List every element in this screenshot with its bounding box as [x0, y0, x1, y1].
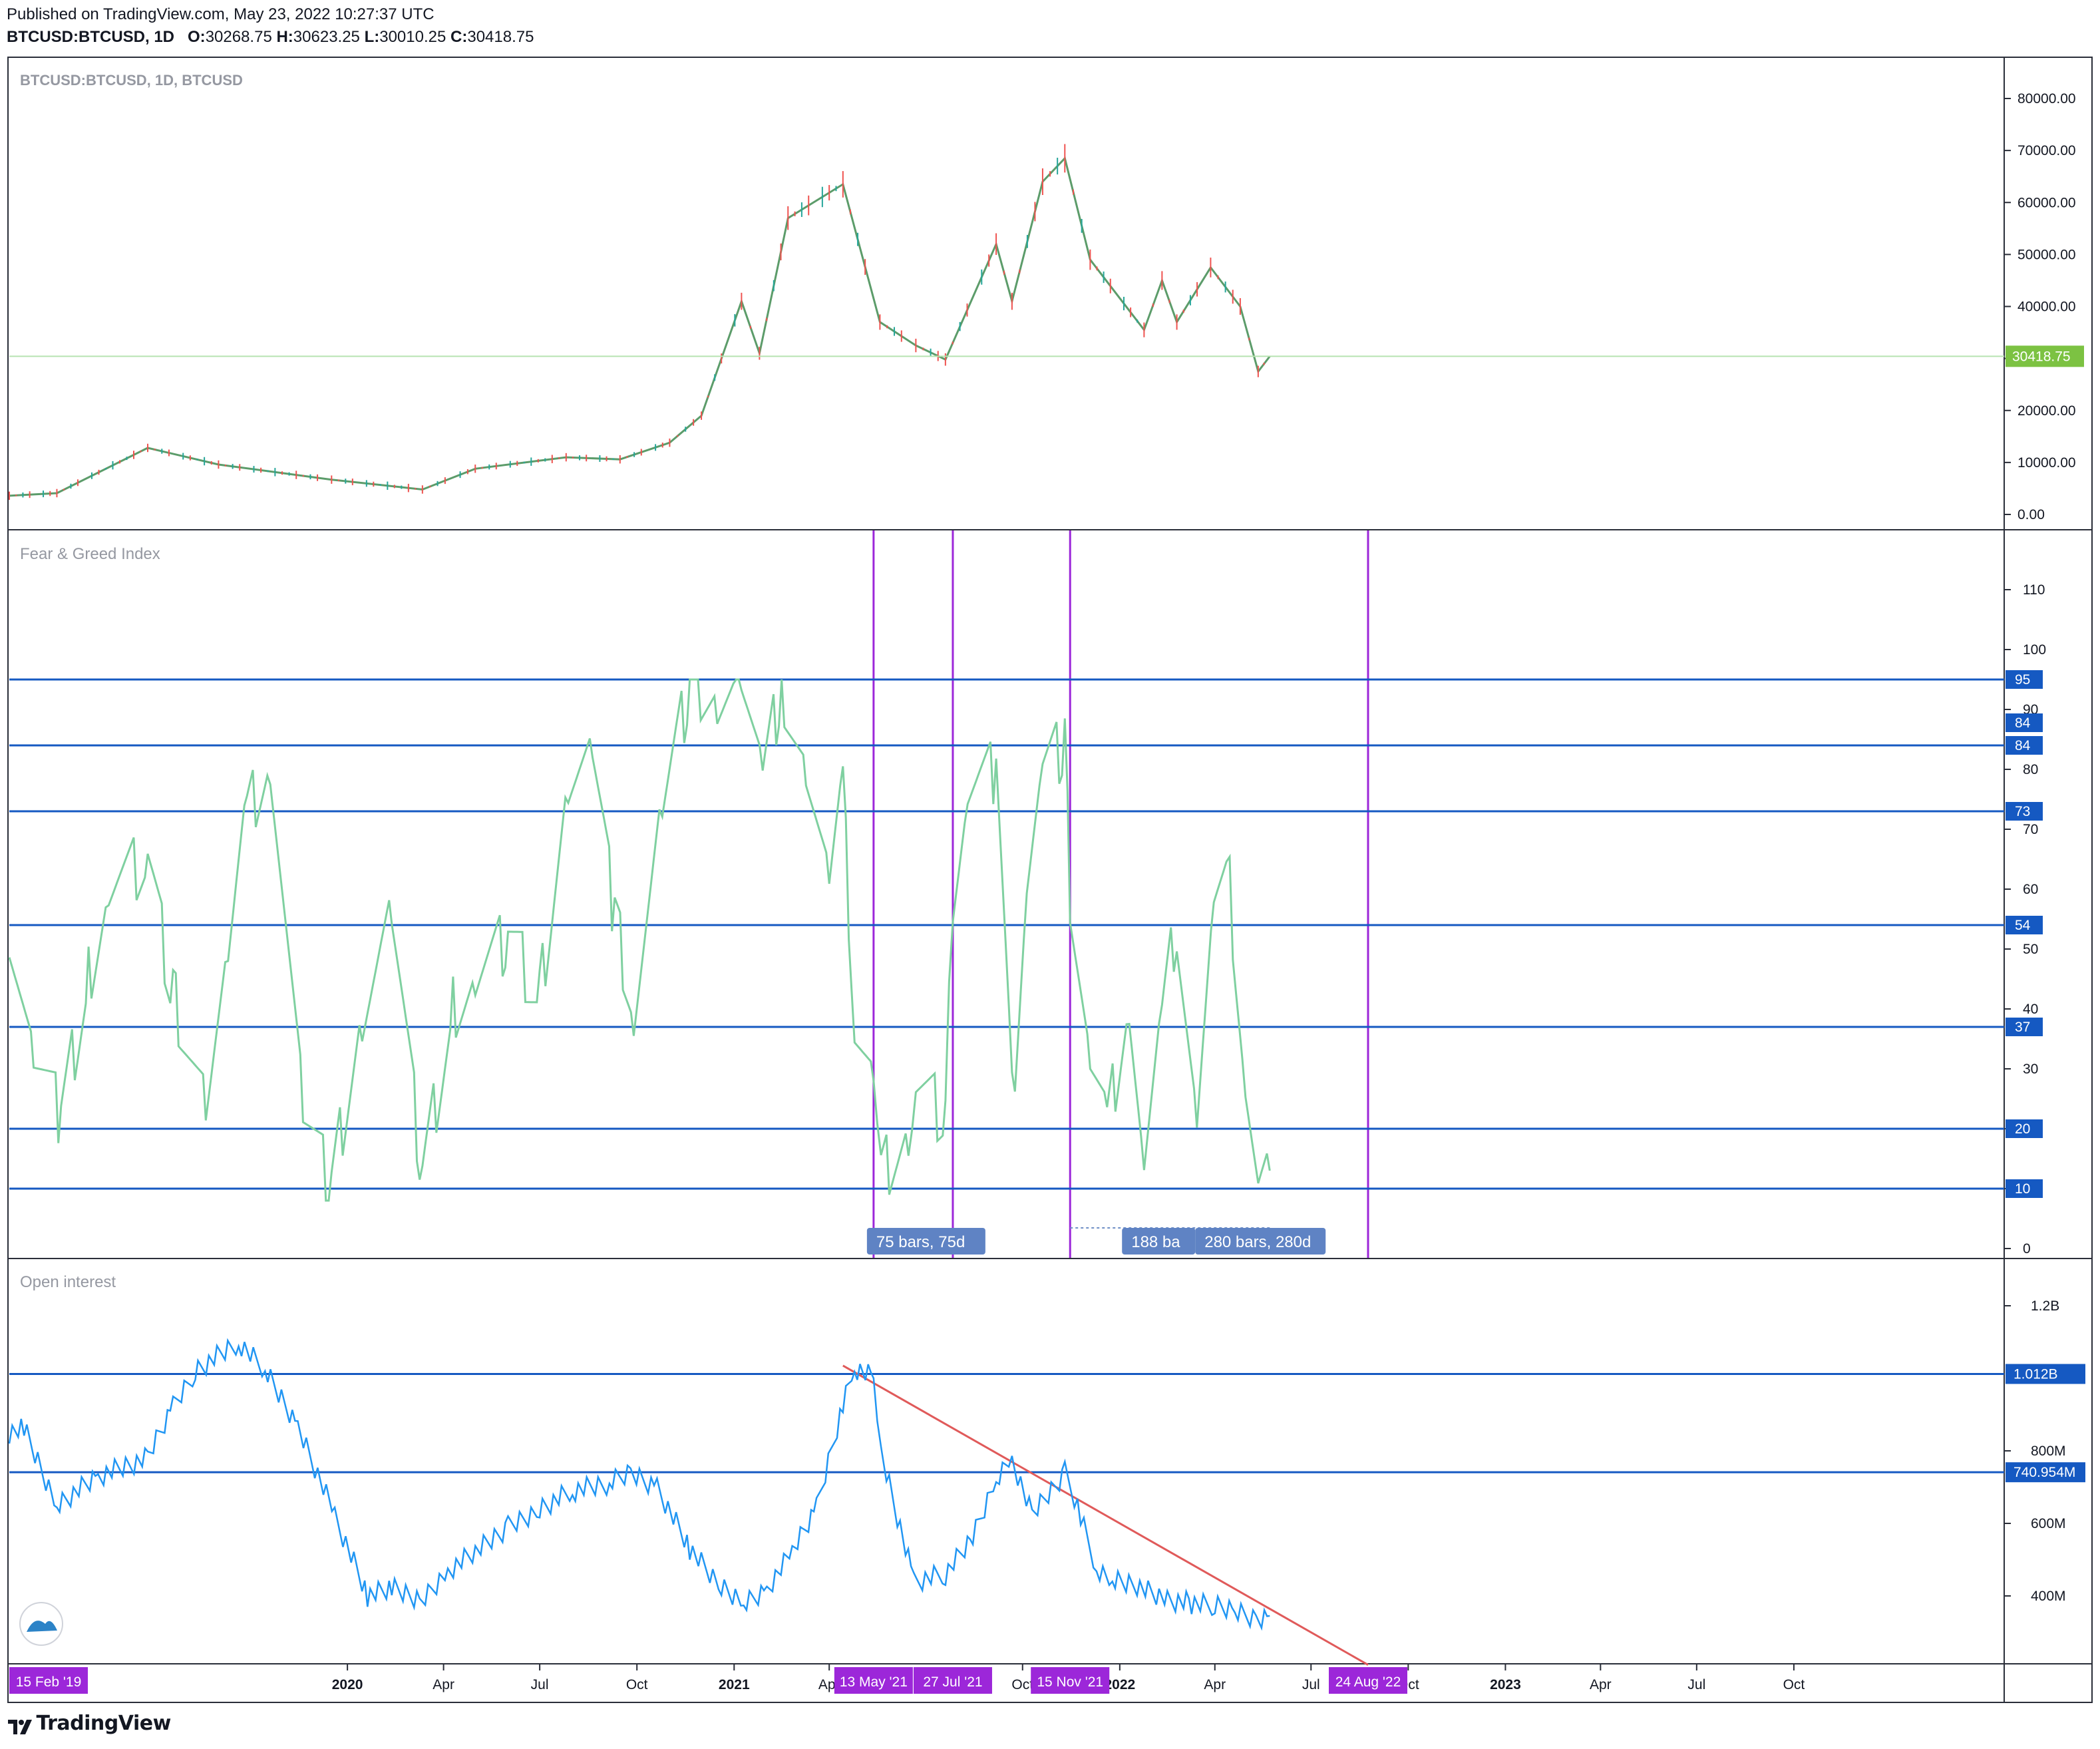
price-tick-label: 40000.00 — [2017, 299, 2076, 315]
measure-badge — [1122, 1228, 1196, 1255]
date-tag-badge — [1329, 1667, 1407, 1694]
fng-tick-label: 70 — [2023, 822, 2038, 837]
time-tick-label: Jul — [1687, 1677, 1705, 1692]
close-value: 30418.75 — [467, 28, 534, 46]
fng-level-badge — [2006, 916, 2043, 934]
price-tick-label: 20000.00 — [2017, 403, 2076, 419]
price-tick-label: 10000.00 — [2017, 455, 2076, 471]
fng-level-label: 37 — [2015, 1020, 2030, 1035]
fng-tick-label: 50 — [2023, 942, 2038, 957]
fng-level-label: 95 — [2015, 672, 2030, 687]
price-tick-label: 60000.00 — [2017, 195, 2076, 210]
high-value: 30623.25 — [293, 28, 360, 46]
time-tick-label: 2021 — [719, 1677, 750, 1692]
fng-tick-label: 110 — [2023, 582, 2045, 598]
published-note: Published on TradingView.com, May 23, 20… — [7, 5, 435, 23]
date-tag-badge — [1031, 1667, 1110, 1694]
measure-label: 280 bars, 280d — [1204, 1233, 1311, 1251]
symbol-label[interactable]: BTCUSD:BTCUSD, 1D — [7, 28, 174, 46]
fng-level-badge — [2006, 1018, 2043, 1036]
chart-header: Published on TradingView.com, May 23, 20… — [7, 0, 1071, 53]
fng-level-label: 84 — [2015, 715, 2031, 731]
fng-level-label: 54 — [2015, 918, 2031, 933]
date-tag-label: 27 Jul '21 — [923, 1674, 982, 1690]
open-value: 30268.75 — [205, 28, 272, 46]
oi-tick-label: 400M — [2031, 1589, 2066, 1604]
fng-level-badge — [2006, 1119, 2043, 1138]
price-tick-label: 70000.00 — [2017, 143, 2076, 158]
fng-level-badge — [2006, 736, 2043, 755]
pane-title-fng: Fear & Greed Index — [20, 545, 160, 563]
oi-trendline — [842, 1364, 1369, 1666]
oi-level-label: 1.012B — [2013, 1366, 2058, 1382]
low-label: L: — [364, 28, 380, 46]
oi-tick-label: 1.2B — [2031, 1298, 2059, 1314]
fng-level-label: 84 — [2015, 738, 2031, 753]
time-tick-label: 2020 — [332, 1677, 363, 1692]
price-tick-label: 80000.00 — [2017, 91, 2076, 106]
last-price-label: 30418.75 — [2012, 349, 2071, 364]
fng-tick-label: 0 — [2023, 1241, 2031, 1257]
time-tick-label: 2022 — [1104, 1677, 1135, 1692]
pane-title-oi: Open interest — [20, 1273, 116, 1291]
fng-level-badge — [2006, 713, 2043, 732]
time-tick-label: Oct — [1011, 1677, 1033, 1692]
brand-name: TradingView — [36, 1712, 171, 1735]
open-label: O: — [188, 28, 206, 46]
last-price-badge — [2006, 345, 2084, 367]
fng-level-badge — [2006, 802, 2043, 821]
oi-level-badge — [2006, 1364, 2085, 1384]
time-tick-label: Jul — [531, 1677, 549, 1692]
fng-level-badge — [2006, 670, 2043, 689]
time-tick-label: 2023 — [1490, 1677, 1521, 1692]
date-tag-badge — [834, 1667, 913, 1694]
time-tick-label: Jul — [1302, 1677, 1320, 1692]
chart-frame — [7, 57, 2093, 1703]
tv-cloud-icon — [27, 1621, 57, 1632]
measure-badge — [1195, 1228, 1326, 1255]
tradingview-logo[interactable]: TradingView — [7, 1712, 171, 1745]
ohlc-legend: BTCUSD:BTCUSD, 1D O:30268.75 H:30623.25 … — [7, 28, 534, 47]
tradingview-logo-icon — [8, 1719, 32, 1734]
pane-title-price: BTCUSD:BTCUSD, 1D, BTCUSD — [20, 72, 243, 89]
oi-tick-label: 600M — [2031, 1516, 2066, 1531]
price-tick-label: 0.00 — [2017, 507, 2045, 522]
oi-tick-label: 800M — [2031, 1444, 2066, 1459]
oi-series — [8, 1338, 1270, 1631]
fng-tick-label: 100 — [2023, 642, 2046, 658]
date-tag-label: 15 Feb '19 — [16, 1674, 82, 1690]
fng-level-label: 73 — [2015, 804, 2030, 819]
oi-level-label: 740.954M — [2013, 1465, 2075, 1480]
fng-tick-label: 40 — [2023, 1002, 2038, 1017]
low-value: 30010.25 — [379, 28, 446, 46]
measure-label: 75 bars, 75d — [876, 1233, 965, 1251]
close-label: C: — [450, 28, 468, 46]
date-tag-label: 13 May '21 — [840, 1674, 908, 1690]
time-tick-label: Apr — [433, 1677, 454, 1692]
time-tick-label: Apr — [1204, 1677, 1226, 1692]
fng-level-badge — [2006, 1179, 2043, 1198]
price-series — [9, 156, 1271, 497]
price-tick-label: 50000.00 — [2017, 247, 2076, 262]
high-label: H: — [276, 28, 293, 46]
measure-badge — [866, 1228, 985, 1255]
date-tag-badge — [913, 1667, 992, 1694]
date-tag-label: 24 Aug '22 — [1335, 1674, 1401, 1690]
measure-label: 188 ba — [1131, 1233, 1180, 1251]
time-tick-label: Oct — [1783, 1677, 1805, 1692]
fng-level-label: 10 — [2015, 1181, 2030, 1197]
fng-tick-label: 30 — [2023, 1062, 2038, 1077]
time-tick-label: Oct — [626, 1677, 648, 1692]
fng-tick-label: 60 — [2023, 882, 2038, 897]
time-tick-label: Apr — [1590, 1677, 1612, 1692]
date-tag-label: 15 Nov '21 — [1037, 1674, 1103, 1690]
fng-level-label: 20 — [2015, 1121, 2030, 1137]
oi-level-badge — [2006, 1462, 2085, 1483]
date-tag-badge — [9, 1667, 88, 1694]
fng-series — [8, 678, 1271, 1202]
fng-tick-label: 80 — [2023, 762, 2038, 777]
